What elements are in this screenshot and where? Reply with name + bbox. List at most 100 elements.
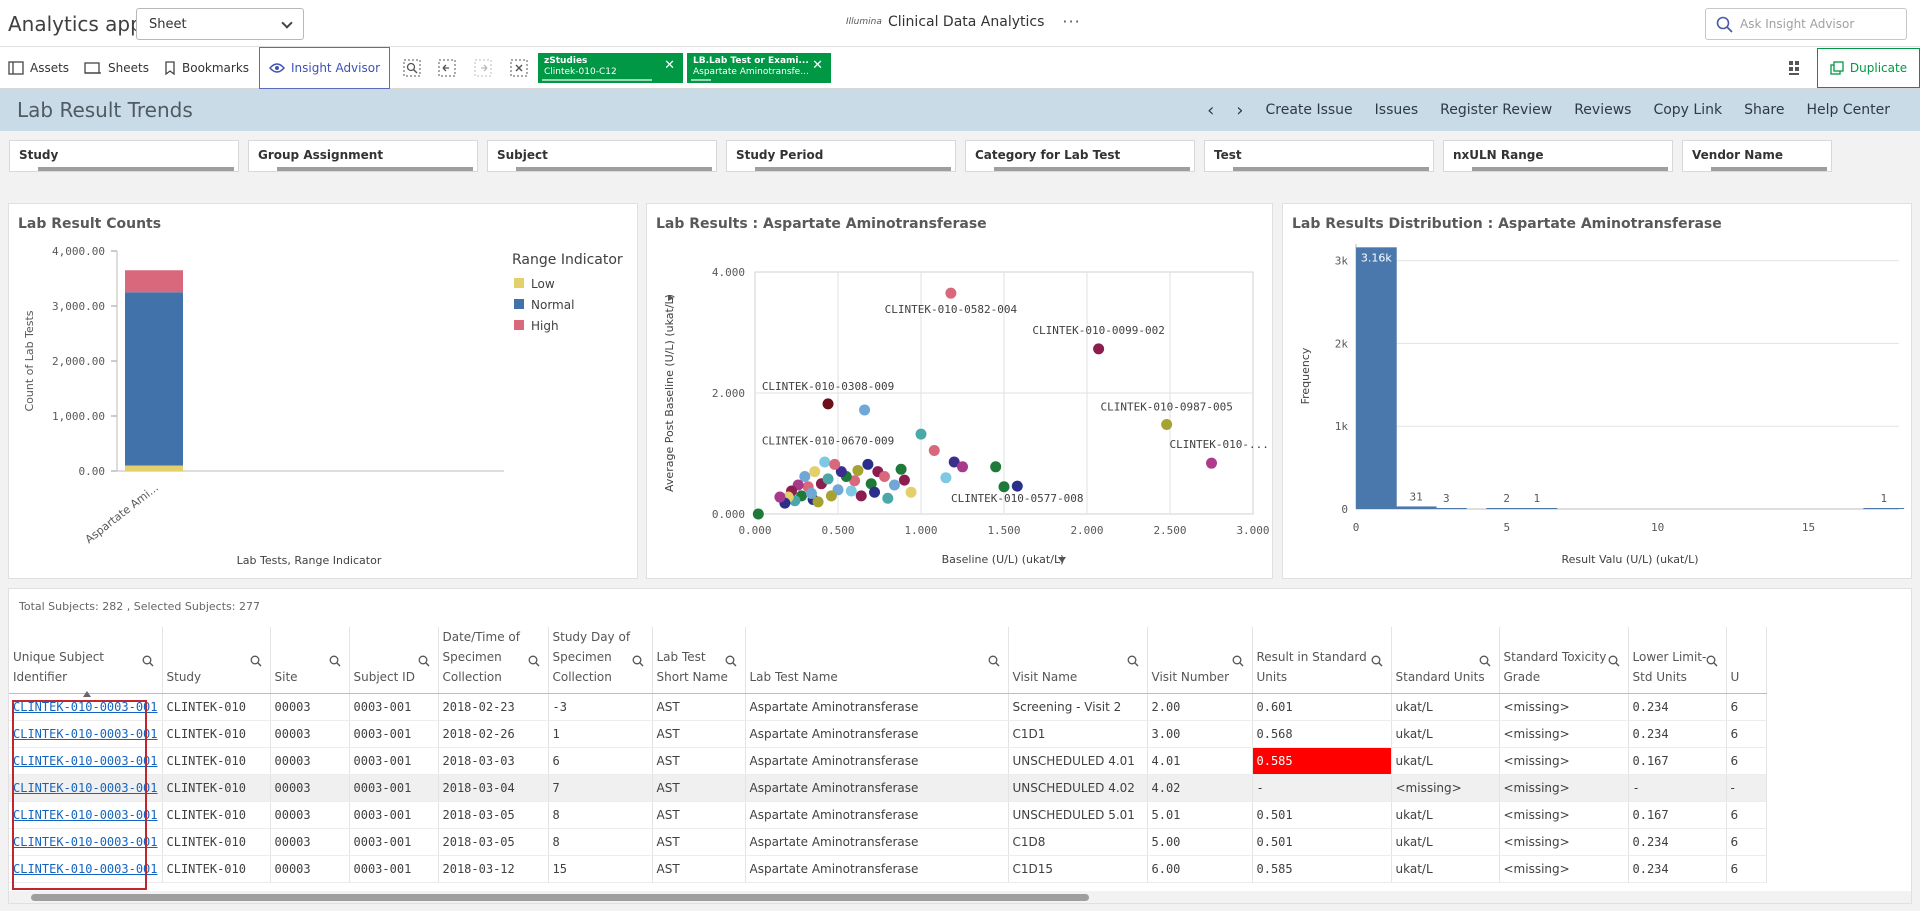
table-row[interactable]: CLINTEK-010-0003-001 CLINTEK-010 00003 0003… [9,801,1767,829]
search-icon[interactable] [1706,655,1718,667]
filter-study[interactable]: Study [9,140,239,172]
column-header[interactable]: Subject ID [349,627,439,694]
horizontal-scrollbar[interactable] [9,891,1911,903]
column-header[interactable]: Lab Test Name [745,627,1009,694]
search-icon[interactable] [418,655,430,667]
filter-nxuln-range[interactable]: nxULN Range [1443,140,1673,172]
help-center-link[interactable]: Help Center [1806,102,1891,118]
search-icon[interactable] [142,655,154,667]
column-header[interactable]: Visit Number [1147,627,1253,694]
table-row[interactable]: CLINTEK-010-0003-001 CLINTEK-010 00003 0003… [9,747,1767,775]
search-icon[interactable] [250,655,262,667]
lab-results-scatter-chart[interactable]: 0.000 0.500 1.000 1.500 2.000 2.500 3.000 4.000… [647,204,1274,580]
lab-result-counts-chart[interactable]: 4,000.00 3,000.00 2,000.00 1,000.00 0.00 Aspa… [9,204,639,580]
chip-title: zStudies [544,56,588,66]
filter-test[interactable]: Test [1204,140,1434,172]
duplicate-button[interactable]: Duplicate [1817,48,1920,88]
lab-results-scatter-panel[interactable]: Lab Results : Aspartate Aminotransferase… [646,203,1273,579]
table-cell: <missing> [1499,747,1629,775]
search-icon[interactable] [1479,655,1491,667]
bookmarks-button[interactable]: Bookmarks [164,47,249,88]
scatter-point [835,466,847,478]
column-header[interactable]: Standard Toxicity Grade [1499,627,1629,694]
table-cell: UNSCHEDULED 4.01 [1008,747,1148,775]
chip-value: Aspartate Aminotransfe... [693,67,809,77]
column-header[interactable]: Study [162,627,271,694]
subject-identifier-link[interactable]: CLINTEK-010-0003-001 [9,774,163,802]
column-header[interactable]: Visit Name [1008,627,1148,694]
column-header[interactable]: Site [270,627,350,694]
scrollbar-thumb[interactable] [31,894,1089,901]
close-icon[interactable]: ✕ [664,58,675,73]
table-cell: 6 [1726,801,1767,829]
share-link[interactable]: Share [1744,102,1785,118]
column-header[interactable]: Unique Subject Identifier [9,627,163,694]
subject-identifier-link[interactable]: CLINTEK-010-0003-001 [9,855,163,883]
table-row[interactable]: CLINTEK-010-0003-001 CLINTEK-010 00003 0003… [9,693,1767,721]
table-row[interactable]: CLINTEK-010-0003-001 CLINTEK-010 00003 0003… [9,774,1767,802]
next-sheet-icon[interactable]: › [1236,99,1244,121]
filter-study-period[interactable]: Study Period [726,140,956,172]
search-icon[interactable] [1371,655,1383,667]
filter-group-assignment[interactable]: Group Assignment [248,140,478,172]
subject-identifier-link[interactable]: CLINTEK-010-0003-001 [9,747,163,775]
clear-selections-icon[interactable] [510,59,528,77]
lab-results-distribution-chart[interactable]: 3k 2k 1k 00 5 10 15 3.16k 31 3 2 1 1 Frequency Result … [1283,204,1913,580]
lab-results-distribution-panel[interactable]: Lab Results Distribution : Aspartate Ami… [1282,203,1912,579]
column-header[interactable]: Date/Time of Specimen Collection [438,627,549,694]
table-row[interactable]: CLINTEK-010-0003-001 CLINTEK-010 00003 0003… [9,720,1767,748]
search-icon[interactable] [1608,655,1620,667]
ask-insight-advisor-input[interactable]: Ask Insight Advisor [1705,8,1907,40]
selections-tool-icon[interactable] [403,59,421,77]
copy-link-link[interactable]: Copy Link [1653,102,1723,118]
previous-sheet-icon[interactable]: ‹ [1207,99,1215,121]
search-icon[interactable] [988,655,1000,667]
column-header[interactable]: Result in Standard Units [1252,627,1392,694]
search-icon[interactable] [1127,655,1139,667]
create-issue-link[interactable]: Create Issue [1265,102,1353,118]
sheets-button[interactable]: Sheets [84,47,149,88]
table-row[interactable]: CLINTEK-010-0003-001 CLINTEK-010 00003 0003… [9,828,1767,856]
chip-title: LB.Lab Test or Exami... [693,56,809,66]
table-cell: <missing> [1499,855,1629,883]
close-icon[interactable]: ✕ [812,58,823,73]
subject-identifier-link[interactable]: CLINTEK-010-0003-001 [9,801,163,829]
column-header[interactable]: Standard Units [1391,627,1500,694]
search-icon[interactable] [329,655,341,667]
lab-result-counts-panel[interactable]: Lab Result Counts 4,000.00 3,000.00 2,000.… [8,203,638,579]
register-review-link[interactable]: Register Review [1440,102,1553,118]
subject-table-panel: Total Subjects: 282 , Selected Subjects:… [8,588,1912,904]
grid-view-icon[interactable] [1788,60,1804,76]
point-label: CLINTEK-010-0099-002 [1032,324,1164,337]
subject-identifier-link[interactable]: CLINTEK-010-0003-001 [9,828,163,856]
table-row[interactable]: CLINTEK-010-0003-001 CLINTEK-010 00003 0003… [9,855,1767,883]
selection-chip-lab-test[interactable]: LB.Lab Test or Exami... Aspartate Aminot… [687,53,831,83]
sort-ascending-icon[interactable] [83,691,91,697]
filter-vendor-name[interactable]: Vendor Name [1682,140,1832,172]
selection-chip-studies[interactable]: zStudies Clintek-010-C12 ✕ [538,53,683,83]
table-cell: 0003-001 [349,801,439,829]
search-icon[interactable] [528,655,540,667]
table-cell: 2018-03-12 [438,855,549,883]
scatter-point [819,456,831,468]
subject-identifier-link[interactable]: CLINTEK-010-0003-001 [9,693,163,721]
search-icon[interactable] [725,655,737,667]
sheet-dropdown[interactable]: Sheet [136,8,304,40]
assets-button[interactable]: Assets [8,47,69,88]
issues-link[interactable]: Issues [1374,102,1419,118]
column-header[interactable]: Study Day of Specimen Collection [548,627,653,694]
filter-category-lab-test[interactable]: Category for Lab Test [965,140,1195,172]
step-back-icon[interactable] [438,59,456,77]
column-header[interactable]: Lab Test Short Name [652,627,746,694]
insight-advisor-button[interactable]: Insight Advisor [259,47,390,89]
reviews-link[interactable]: Reviews [1574,102,1632,118]
filter-subject[interactable]: Subject [487,140,717,172]
search-icon[interactable] [632,655,644,667]
table-cell: <missing> [1499,720,1629,748]
column-header[interactable]: U [1726,627,1767,694]
subject-identifier-link[interactable]: CLINTEK-010-0003-001 [9,720,163,748]
step-forward-icon[interactable] [474,59,492,77]
more-options-icon[interactable]: ··· [1062,12,1081,31]
column-header[interactable]: Lower Limit-Std Units [1628,627,1727,694]
search-icon[interactable] [1232,655,1244,667]
